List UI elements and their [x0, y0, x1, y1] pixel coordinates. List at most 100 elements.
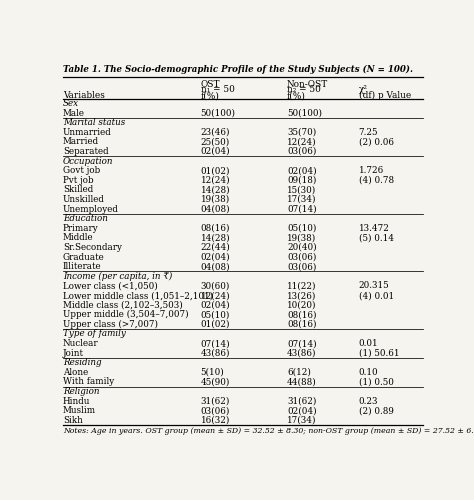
Text: 12(24): 12(24): [201, 291, 230, 300]
Text: 04(08): 04(08): [201, 262, 230, 271]
Text: 09(18): 09(18): [287, 176, 316, 185]
Text: 08(16): 08(16): [287, 320, 317, 329]
Text: Govt job: Govt job: [63, 166, 100, 175]
Text: 02(04): 02(04): [201, 300, 230, 310]
Text: 02(04): 02(04): [201, 252, 230, 262]
Text: 43(86): 43(86): [287, 348, 317, 358]
Text: 07(14): 07(14): [287, 204, 317, 214]
Text: 17(34): 17(34): [287, 416, 317, 425]
Text: Non-OST: Non-OST: [287, 80, 328, 89]
Text: 1.726: 1.726: [359, 166, 384, 175]
Text: 31(62): 31(62): [201, 396, 230, 406]
Text: 02(04): 02(04): [287, 166, 317, 175]
Text: 43(86): 43(86): [201, 348, 230, 358]
Text: Religion: Religion: [63, 387, 100, 396]
Text: Illiterate: Illiterate: [63, 262, 101, 271]
Text: (df) p Value: (df) p Value: [359, 91, 411, 101]
Text: 03(06): 03(06): [201, 406, 230, 416]
Text: Notes: Age in years. OST group (mean ± SD) = 32.52 ± 8.30; non-OST group (mean ±: Notes: Age in years. OST group (mean ± S…: [63, 426, 474, 434]
Text: 07(14): 07(14): [287, 339, 317, 348]
Text: Lower class (<1,050): Lower class (<1,050): [63, 282, 158, 290]
Text: Upper class (>7,007): Upper class (>7,007): [63, 320, 158, 329]
Text: 22(44): 22(44): [201, 243, 230, 252]
Text: Middle: Middle: [63, 234, 93, 242]
Text: Sex: Sex: [63, 99, 79, 108]
Text: 01(02): 01(02): [201, 320, 230, 329]
Text: 03(06): 03(06): [287, 262, 316, 271]
Text: 31(62): 31(62): [287, 396, 316, 406]
Text: 04(08): 04(08): [201, 204, 230, 214]
Text: Pvt job: Pvt job: [63, 176, 93, 185]
Text: 02(04): 02(04): [287, 406, 317, 416]
Text: (2) 0.06: (2) 0.06: [359, 138, 393, 146]
Text: 03(06): 03(06): [287, 252, 316, 262]
Text: (4) 0.78: (4) 0.78: [359, 176, 394, 185]
Text: 12(24): 12(24): [201, 176, 230, 185]
Text: Middle class (2,102–3,503): Middle class (2,102–3,503): [63, 300, 182, 310]
Text: (2) 0.89: (2) 0.89: [359, 406, 393, 416]
Text: 01(02): 01(02): [201, 166, 230, 175]
Text: Skilled: Skilled: [63, 186, 93, 194]
Text: Upper middle (3,504–7,007): Upper middle (3,504–7,007): [63, 310, 189, 320]
Text: Lower middle class (1,051–2,101): Lower middle class (1,051–2,101): [63, 291, 213, 300]
Text: Education: Education: [63, 214, 108, 223]
Text: n₂ = 50: n₂ = 50: [287, 86, 321, 94]
Text: 19(38): 19(38): [287, 234, 316, 242]
Text: Marital status: Marital status: [63, 118, 125, 127]
Text: 35(70): 35(70): [287, 128, 316, 137]
Text: 15(30): 15(30): [287, 186, 316, 194]
Text: Sikh: Sikh: [63, 416, 83, 425]
Text: 5(10): 5(10): [201, 368, 224, 377]
Text: 17(34): 17(34): [287, 195, 317, 204]
Text: Occupation: Occupation: [63, 156, 113, 166]
Text: Muslim: Muslim: [63, 406, 96, 416]
Text: 7.25: 7.25: [359, 128, 378, 137]
Text: 20(40): 20(40): [287, 243, 317, 252]
Text: Nuclear: Nuclear: [63, 339, 99, 348]
Text: Variables: Variables: [63, 91, 105, 100]
Text: 50(100): 50(100): [201, 108, 236, 118]
Text: Hindu: Hindu: [63, 396, 91, 406]
Text: 45(90): 45(90): [201, 378, 230, 386]
Text: Sr.Secondary: Sr.Secondary: [63, 243, 122, 252]
Text: 50(100): 50(100): [287, 108, 322, 118]
Text: (4) 0.01: (4) 0.01: [359, 291, 394, 300]
Text: χ²: χ²: [359, 86, 367, 94]
Text: n₁ = 50: n₁ = 50: [201, 86, 235, 94]
Text: 05(10): 05(10): [287, 224, 316, 233]
Text: Unemployed: Unemployed: [63, 204, 119, 214]
Text: Separated: Separated: [63, 147, 109, 156]
Text: 16(32): 16(32): [201, 416, 230, 425]
Text: Unskilled: Unskilled: [63, 195, 105, 204]
Text: 13.472: 13.472: [359, 224, 390, 233]
Text: 30(60): 30(60): [201, 282, 230, 290]
Text: 14(28): 14(28): [201, 234, 230, 242]
Text: Male: Male: [63, 108, 85, 118]
Text: 14(28): 14(28): [201, 186, 230, 194]
Text: Joint: Joint: [63, 348, 84, 358]
Text: Unmarried: Unmarried: [63, 128, 112, 137]
Text: 02(04): 02(04): [201, 147, 230, 156]
Text: f(%): f(%): [201, 91, 219, 100]
Text: 05(10): 05(10): [201, 310, 230, 319]
Text: Primary: Primary: [63, 224, 99, 233]
Text: 12(24): 12(24): [287, 138, 317, 146]
Text: 19(38): 19(38): [201, 195, 230, 204]
Text: Alone: Alone: [63, 368, 88, 377]
Text: Type of family: Type of family: [63, 330, 126, 338]
Text: (5) 0.14: (5) 0.14: [359, 234, 393, 242]
Text: 03(06): 03(06): [287, 147, 316, 156]
Text: 6(12): 6(12): [287, 368, 311, 377]
Text: Table 1. The Socio-demographic Profile of the Study Subjects (N = 100).: Table 1. The Socio-demographic Profile o…: [63, 64, 413, 74]
Text: 20.315: 20.315: [359, 282, 389, 290]
Text: Residing: Residing: [63, 358, 101, 368]
Text: 0.01: 0.01: [359, 339, 378, 348]
Text: (1) 50.61: (1) 50.61: [359, 348, 399, 358]
Text: 44(88): 44(88): [287, 378, 317, 386]
Text: 07(14): 07(14): [201, 339, 230, 348]
Text: 08(16): 08(16): [287, 310, 317, 319]
Text: 25(50): 25(50): [201, 138, 230, 146]
Text: Graduate: Graduate: [63, 252, 105, 262]
Text: (1) 0.50: (1) 0.50: [359, 378, 393, 386]
Text: Income (per capita, in ₹): Income (per capita, in ₹): [63, 272, 172, 281]
